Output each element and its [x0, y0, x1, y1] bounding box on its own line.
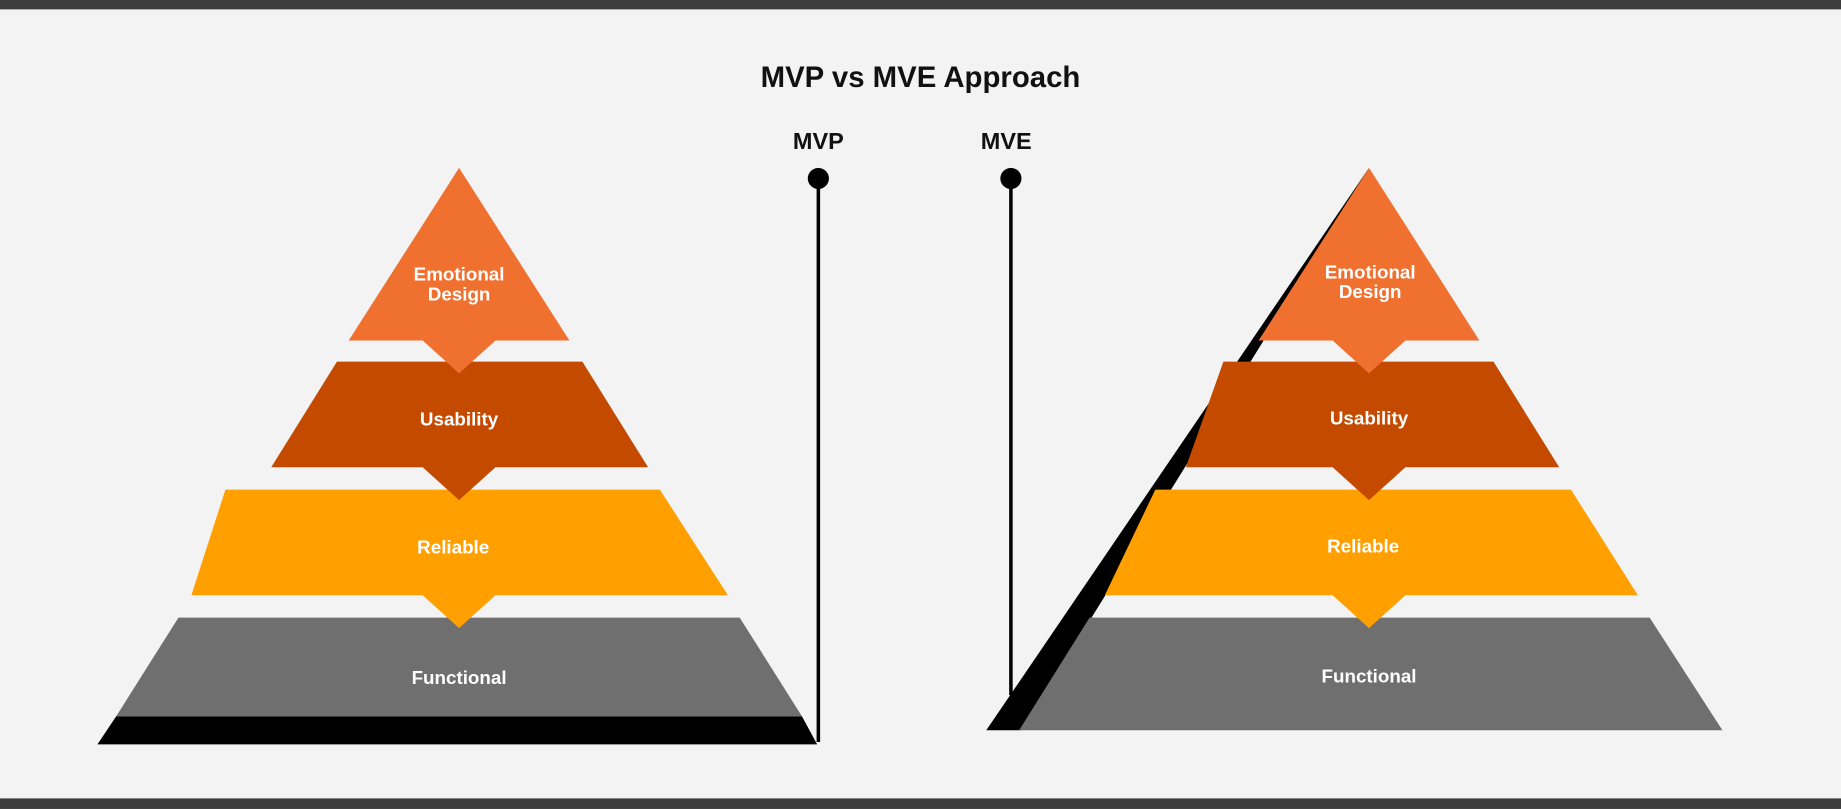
layer-label: Usability: [419, 410, 499, 431]
layer-functional: [1019, 617, 1723, 731]
top-bar: [0, 0, 1841, 10]
layer-label: Emotional Design: [1324, 263, 1416, 303]
layer-label: Reliable: [417, 538, 490, 559]
layer-label: Functional: [411, 668, 507, 689]
bottom-bar: [0, 798, 1841, 809]
pyramid-label: MVE: [980, 129, 1032, 155]
title: MVP vs MVE Approach: [760, 61, 1081, 94]
shadow: [97, 716, 818, 745]
connector-dot: [807, 167, 829, 190]
layer-label: Functional: [1321, 667, 1417, 688]
connector-dot: [1000, 167, 1022, 190]
layer-label: Emotional Design: [413, 265, 505, 306]
layer-label: Reliable: [1327, 537, 1400, 558]
layer-label: Usability: [1329, 409, 1409, 430]
layer-emotional: [348, 167, 570, 374]
layer-emotional: [1258, 167, 1480, 374]
layer-reliable: [191, 489, 728, 629]
layer-usability: [271, 361, 649, 501]
pyramid-label: MVP: [792, 129, 844, 155]
layer-usability: [1185, 361, 1560, 501]
layer-functional: [116, 617, 802, 717]
layer-reliable: [1104, 489, 1638, 629]
